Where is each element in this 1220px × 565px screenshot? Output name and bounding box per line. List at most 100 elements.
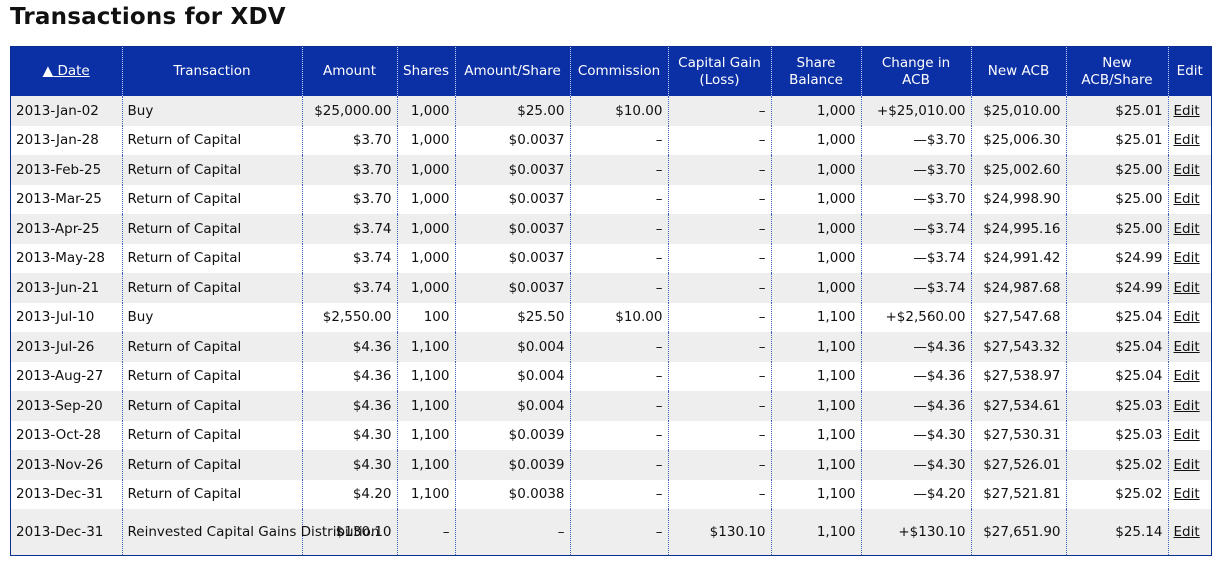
edit-link[interactable]: Edit: [1173, 427, 1200, 444]
capital-gain-cell: –: [667, 361, 771, 391]
change-acb-cell: —$4.20: [860, 479, 971, 509]
edit-cell[interactable]: Edit: [1167, 391, 1211, 421]
edit-link[interactable]: Edit: [1173, 397, 1200, 414]
edit-link[interactable]: Edit: [1173, 250, 1200, 267]
edit-cell[interactable]: Edit: [1167, 479, 1211, 509]
edit-cell[interactable]: Edit: [1167, 273, 1211, 303]
header-share-balance-line2: Balance: [789, 71, 843, 88]
edit-cell[interactable]: Edit: [1167, 96, 1211, 126]
table-row: 2013-Jul-26 Return of Capital $4.36 1,100 $0…: [11, 332, 1211, 362]
edit-cell[interactable]: Edit: [1167, 184, 1211, 214]
commission-cell: –: [569, 509, 668, 555]
edit-cell[interactable]: Edit: [1167, 155, 1211, 185]
transaction-cell: Reinvested Capital Gains Distribution: [121, 509, 379, 555]
amount-cell: $3.74: [301, 273, 397, 303]
new-acb-cell: $25,006.30: [970, 125, 1066, 155]
edit-link[interactable]: Edit: [1173, 191, 1200, 208]
edit-link[interactable]: Edit: [1173, 102, 1200, 119]
new-acb-share-cell: $25.02: [1065, 479, 1168, 509]
table-row: 2013-Mar-25 Return of Capital $3.70 1,000 $0…: [11, 184, 1211, 214]
amount-share-cell: –: [454, 509, 570, 555]
header-share-balance-line1: Share: [796, 54, 836, 71]
table-row: 2013-Oct-28 Return of Capital $4.30 1,100 $0…: [11, 420, 1211, 450]
edit-link[interactable]: Edit: [1173, 486, 1200, 503]
transaction-cell: Return of Capital: [121, 243, 302, 273]
new-acb-share-cell: $25.03: [1065, 420, 1168, 450]
header-capital-gain: Capital Gain (Loss): [667, 47, 771, 96]
commission-cell: –: [569, 155, 668, 185]
amount-cell: $2,550.00: [301, 302, 397, 332]
edit-link[interactable]: Edit: [1173, 279, 1200, 296]
edit-link[interactable]: Edit: [1173, 132, 1200, 149]
edit-link[interactable]: Edit: [1173, 368, 1200, 385]
commission-cell: –: [569, 332, 668, 362]
new-acb-share-cell: $25.00: [1065, 184, 1168, 214]
amount-cell: $4.36: [301, 332, 397, 362]
edit-cell[interactable]: Edit: [1167, 509, 1211, 555]
amount-share-cell: $0.004: [454, 332, 570, 362]
table-row: 2013-Dec-31 Return of Capital $4.20 1,100 $0…: [11, 479, 1211, 509]
table-row: 2013-Jan-28 Return of Capital $3.70 1,000 $0…: [11, 125, 1211, 155]
table-row: 2013-Nov-26 Return of Capital $4.30 1,100 $0…: [11, 450, 1211, 480]
change-acb-cell: —$3.74: [860, 214, 971, 244]
edit-link[interactable]: Edit: [1173, 338, 1200, 355]
amount-share-cell: $0.004: [454, 391, 570, 421]
amount-cell: $4.36: [301, 391, 397, 421]
amount-cell: $4.36: [301, 361, 397, 391]
header-new-acb-share-line1: New: [1102, 54, 1132, 71]
header-date[interactable]: ▲ Date: [11, 47, 122, 96]
table-row: 2013-May-28 Return of Capital $3.74 1,000 $0…: [11, 243, 1211, 273]
date-cell: 2013-Dec-31: [11, 479, 122, 509]
edit-cell[interactable]: Edit: [1167, 332, 1211, 362]
transaction-cell: Return of Capital: [121, 155, 302, 185]
sort-date-link[interactable]: ▲ Date: [43, 63, 90, 79]
share-balance-cell: 1,100: [770, 450, 861, 480]
commission-cell: –: [569, 420, 668, 450]
new-acb-share-cell: $25.04: [1065, 332, 1168, 362]
date-cell: 2013-Jun-21: [11, 273, 122, 303]
header-amount-share: Amount/Share: [454, 47, 570, 96]
new-acb-share-cell: $25.04: [1065, 302, 1168, 332]
edit-cell[interactable]: Edit: [1167, 214, 1211, 244]
header-shares: Shares: [396, 47, 455, 96]
header-capital-gain-line2: (Loss): [699, 71, 740, 88]
transaction-cell: Return of Capital: [121, 214, 302, 244]
change-acb-cell: +$2,560.00: [860, 302, 971, 332]
new-acb-cell: $27,538.97: [970, 361, 1066, 391]
date-cell: 2013-Nov-26: [11, 450, 122, 480]
change-acb-cell: —$4.36: [860, 391, 971, 421]
commission-cell: –: [569, 125, 668, 155]
amount-cell: $4.30: [301, 420, 397, 450]
amount-cell: $4.30: [301, 450, 397, 480]
transactions-table: ▲ Date Transaction Amount Shares Amount/…: [10, 46, 1212, 556]
edit-link[interactable]: Edit: [1173, 524, 1200, 540]
transaction-cell: Buy: [121, 302, 302, 332]
header-change-acb-line2: ACB: [902, 71, 930, 88]
edit-cell[interactable]: Edit: [1167, 450, 1211, 480]
edit-link[interactable]: Edit: [1173, 309, 1200, 326]
edit-cell[interactable]: Edit: [1167, 361, 1211, 391]
share-balance-cell: 1,100: [770, 509, 861, 555]
shares-cell: 1,000: [396, 96, 455, 126]
shares-cell: 1,100: [396, 479, 455, 509]
date-cell: 2013-May-28: [11, 243, 122, 273]
capital-gain-cell: –: [667, 214, 771, 244]
edit-link[interactable]: Edit: [1173, 220, 1200, 237]
edit-link[interactable]: Edit: [1173, 456, 1200, 473]
edit-cell[interactable]: Edit: [1167, 125, 1211, 155]
share-balance-cell: 1,000: [770, 125, 861, 155]
amount-cell: $25,000.00: [301, 96, 397, 126]
new-acb-cell: $27,521.81: [970, 479, 1066, 509]
share-balance-cell: 1,000: [770, 184, 861, 214]
commission-cell: $10.00: [569, 96, 668, 126]
shares-cell: 1,100: [396, 420, 455, 450]
edit-link[interactable]: Edit: [1173, 161, 1200, 178]
edit-cell[interactable]: Edit: [1167, 420, 1211, 450]
capital-gain-cell: –: [667, 125, 771, 155]
edit-cell[interactable]: Edit: [1167, 243, 1211, 273]
header-new-acb: New ACB: [970, 47, 1066, 96]
header-amount: Amount: [301, 47, 397, 96]
new-acb-share-cell: $25.14: [1065, 509, 1168, 555]
amount-cell: $130.10: [301, 509, 397, 555]
edit-cell[interactable]: Edit: [1167, 302, 1211, 332]
